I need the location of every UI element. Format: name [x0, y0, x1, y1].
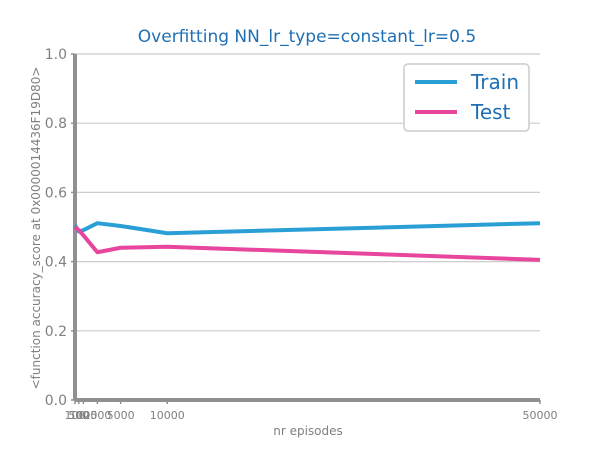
y-axis-label: <function accuracy_score at 0x000001443​… — [29, 67, 43, 390]
series — [73, 221, 541, 262]
y-tick-label: 0.4 — [45, 255, 67, 271]
y-tick-label: 1.0 — [45, 47, 67, 63]
x-tick-label: 5000 — [107, 409, 135, 422]
series-line-train — [73, 221, 541, 236]
chart-title: Overfitting NN_lr_type=constant_lr=0.5 — [138, 27, 476, 47]
legend-label-train: Train — [470, 70, 519, 94]
x-axis-label: nr episodes — [273, 424, 343, 438]
y-tick-label: 0.6 — [45, 185, 67, 201]
y-tick-label: 0.0 — [45, 393, 67, 409]
x-tick-label: 500 — [68, 409, 89, 422]
y-ticks: 0.0 0.2 0.4 0.6 0.8 1.0 — [45, 47, 75, 409]
legend: Train Test — [403, 63, 530, 132]
x-tick-label: 10000 — [150, 409, 185, 422]
x-tick-label: 1000 — [69, 409, 97, 422]
legend-label-test: Test — [470, 100, 511, 124]
series-line-test — [73, 225, 541, 262]
x-tick-label: 2500 — [83, 409, 111, 422]
x-tick-label: 100 — [65, 409, 86, 422]
y-tick-label: 0.8 — [45, 116, 67, 132]
x-tick-label: 50000 — [523, 409, 558, 422]
y-tick-label: 0.2 — [45, 324, 67, 340]
